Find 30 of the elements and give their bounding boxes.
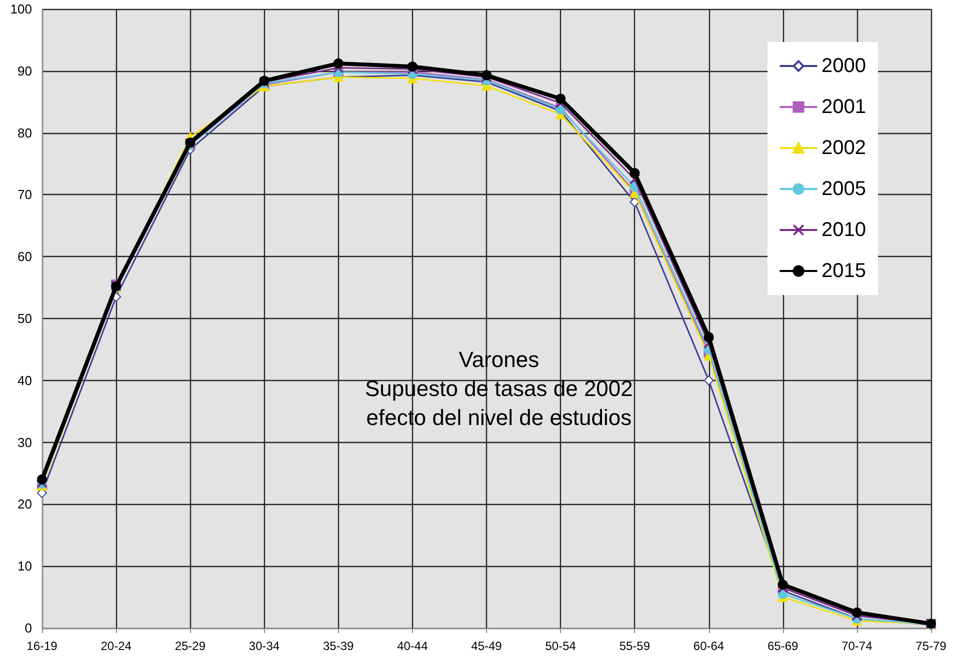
y-tick-label: 20 [18,496,32,512]
x-tick-label: 30-34 [248,639,280,653]
y-tick-label: 30 [18,434,32,450]
legend-label: 2001 [822,96,866,118]
y-tick-label: 0 [24,620,32,636]
legend-label: 2010 [822,219,866,241]
legend-label: 2015 [822,260,866,282]
y-tick-label: 80 [18,125,32,140]
y-tick-label: 90 [18,63,32,78]
x-tick-label: 75-79 [916,639,947,653]
x-tick-label: 65-69 [767,639,798,653]
x-tick-label: 55-59 [619,639,650,653]
x-tick-label: 60-64 [693,639,724,653]
x-tick-label: 50-54 [545,639,576,653]
legend-label: 2000 [822,55,866,77]
y-tick-label: 40 [18,372,32,388]
y-tick-label: 10 [18,558,32,574]
y-tick-label: 50 [18,311,32,326]
x-tick-label: 45-49 [471,639,502,653]
y-tick-label: 100 [10,2,32,16]
x-tick-label: 25-29 [174,639,206,653]
x-tick-label: 16-19 [26,639,58,653]
x-tick-label: 35-39 [322,639,354,653]
legend-label: 2002 [822,137,866,159]
legend-label: 2005 [822,178,866,200]
x-tick-label: 40-44 [397,639,428,653]
x-tick-label: 20-24 [100,639,132,653]
y-tick-label: 60 [18,249,32,264]
x-tick-label: 70-74 [842,639,873,653]
y-tick-label: 70 [18,187,32,202]
